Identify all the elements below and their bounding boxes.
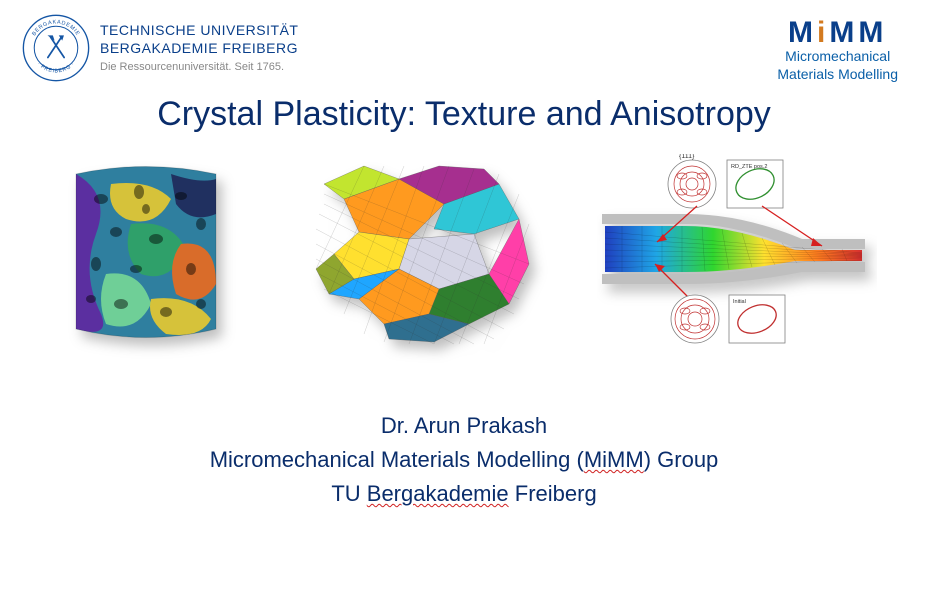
figure-microstructure <box>51 154 241 349</box>
author-name: Dr. Arun Prakash <box>0 409 928 443</box>
mimm-subtitle-1: Micromechanical <box>777 48 898 66</box>
figure-row: {111} RD_ZTE pos.2 <box>0 134 928 349</box>
inset-label-bottom: Initial <box>733 299 746 305</box>
university-block: BERGAKADEMIE · FREIBERG · TECHNISCHE UNI… <box>22 14 298 82</box>
mimm-letter-m3: M <box>858 16 887 49</box>
figure-polycrystal <box>304 154 534 349</box>
author-institution: TU Bergakademie Freiberg <box>0 477 928 511</box>
mimm-subtitle-2: Materials Modelling <box>777 66 898 84</box>
slide-header: BERGAKADEMIE · FREIBERG · TECHNISCHE UNI… <box>0 0 928 83</box>
author-block: Dr. Arun Prakash Micromechanical Materia… <box>0 409 928 511</box>
author-group-suffix: ) Group <box>644 447 719 472</box>
university-seal-icon: BERGAKADEMIE · FREIBERG · <box>22 14 90 82</box>
polefig-label-top: {111} <box>679 154 695 160</box>
university-name-line1: TECHNISCHE UNIVERSITÄT <box>100 22 298 40</box>
mimm-letter-m2: M <box>829 16 858 49</box>
inset-label-top: RD_ZTE pos.2 <box>731 164 767 170</box>
author-inst-suffix: Freiberg <box>509 481 597 506</box>
figure-extrusion: {111} RD_ZTE pos.2 <box>597 154 877 349</box>
mimm-letter-i: i <box>817 16 829 49</box>
author-group-acronym: MiMM <box>584 447 644 472</box>
author-group-prefix: Micromechanical Materials Modelling ( <box>210 447 584 472</box>
author-inst-word: Bergakademie <box>367 481 509 506</box>
author-group: Micromechanical Materials Modelling (MiM… <box>0 443 928 477</box>
svg-text:· FREIBERG ·: · FREIBERG · <box>36 61 77 75</box>
mimm-logo-block: MiMM Micromechanical Materials Modelling <box>777 14 898 83</box>
university-tagline: Die Ressourcenuniversität. Seit 1765. <box>100 61 298 73</box>
mimm-logo-text: MiMM <box>777 18 898 48</box>
author-inst-prefix: TU <box>331 481 366 506</box>
university-name-line2: BERGAKADEMIE FREIBERG <box>100 40 298 58</box>
university-text: TECHNISCHE UNIVERSITÄT BERGAKADEMIE FREI… <box>100 14 298 73</box>
slide-title: Crystal Plasticity: Texture and Anisotro… <box>0 95 928 134</box>
mimm-letter-m1: M <box>788 16 817 49</box>
